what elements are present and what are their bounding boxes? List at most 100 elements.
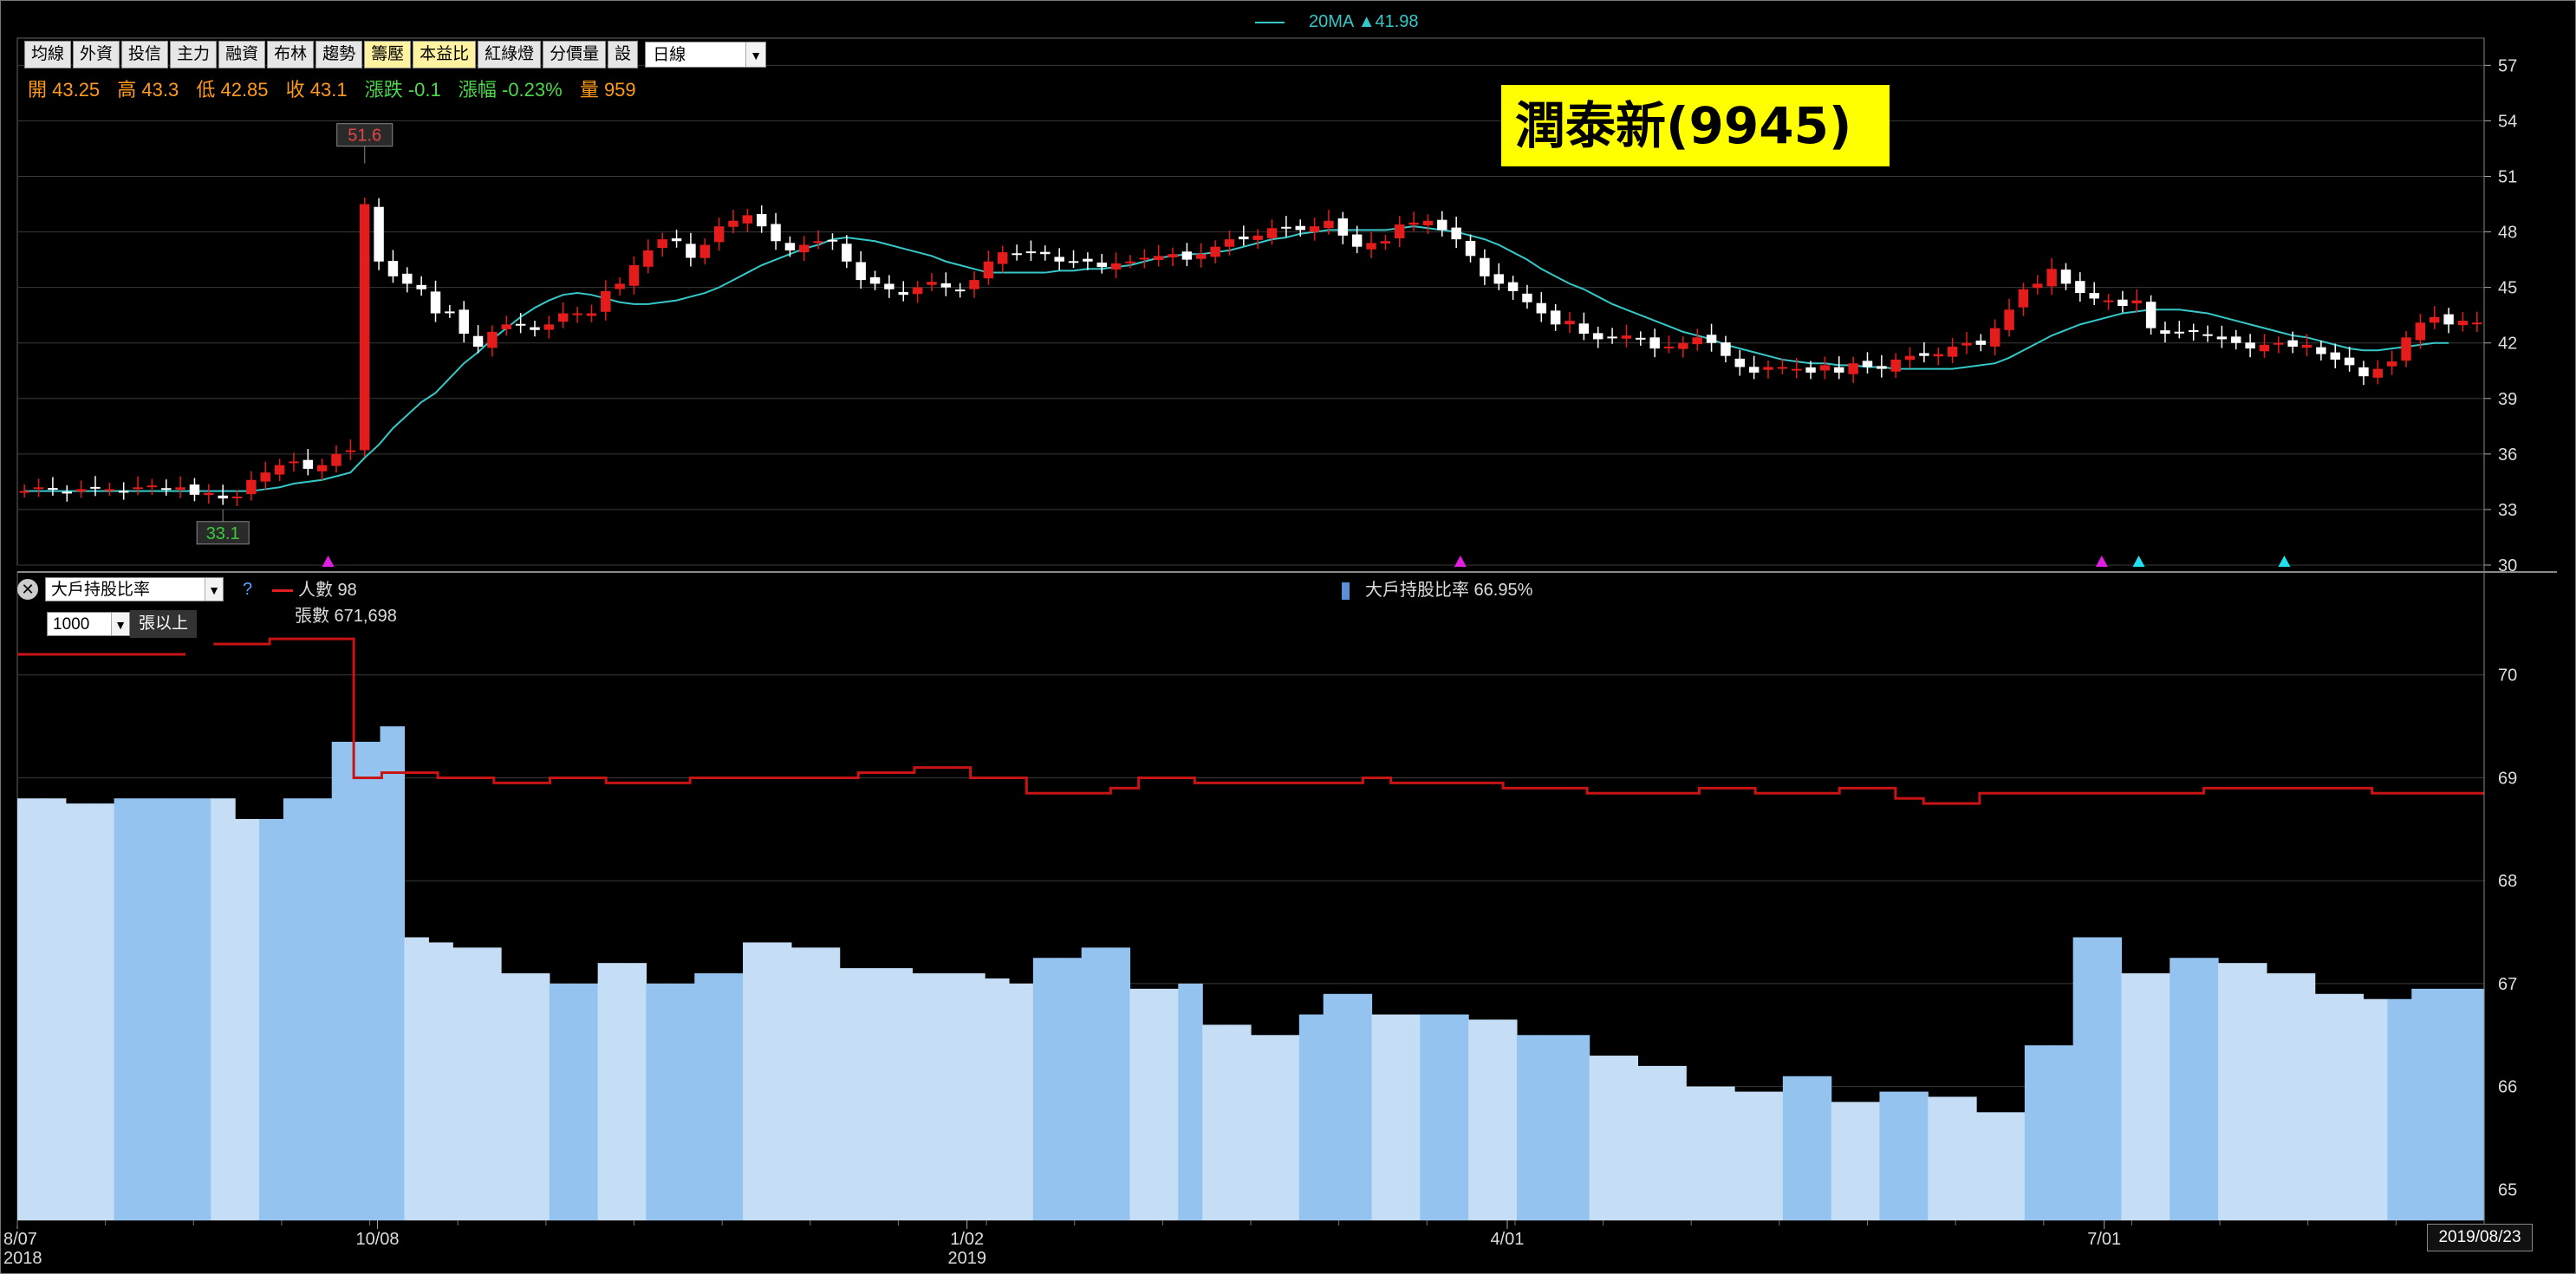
candle-body (1181, 251, 1193, 260)
price-tick-label: 51 (2498, 168, 2517, 187)
toolbar-button-9[interactable]: 紅綠燈 (478, 41, 542, 68)
threshold-controls: 1000 ▼ 張以上 (47, 610, 198, 638)
toolbar-button-5[interactable]: 布林 (267, 41, 315, 68)
ratio-bar (283, 798, 309, 1220)
toolbar-button-7[interactable]: 籌壓 (364, 41, 412, 68)
candle-body (1480, 257, 1490, 276)
candle-body (2216, 336, 2228, 340)
candle-body (345, 450, 356, 452)
candle-body (1507, 282, 1519, 291)
ratio-bar (694, 973, 719, 1220)
ratio-bar (2436, 988, 2461, 1220)
candle-body (387, 261, 399, 276)
toolbar-button-6[interactable]: 趨勢 (315, 41, 363, 68)
toolbar-button-10[interactable]: 分價量 (543, 41, 607, 68)
axes: 30 33 36 39 42 45 48 51 54 57 65 66 67 68 69 70 51.6 33.1… (3, 38, 2517, 1268)
toolbar-button-0[interactable]: 均線 (24, 41, 72, 68)
ratio-bar (2048, 1045, 2074, 1220)
ratio-bar (2314, 993, 2340, 1220)
open-value: 開 43.25 (28, 79, 101, 101)
candle-body (1536, 302, 1547, 314)
chevron-down-icon[interactable]: ▼ (111, 613, 129, 635)
ratio-bar (790, 947, 816, 1220)
candle-body (1933, 354, 1944, 357)
candle-body (1110, 263, 1122, 270)
period-select[interactable]: 日線 ▼ (645, 42, 767, 68)
help-icon[interactable]: ? (243, 579, 253, 599)
ratio-bar (1493, 1019, 1518, 1220)
ratio-bar (719, 973, 744, 1220)
ratio-bar (41, 798, 67, 1220)
x-tick-year: 2019 (947, 1249, 986, 1268)
toolbar-button-4[interactable]: 融資 (218, 41, 266, 68)
ratio-bar (1758, 1091, 1784, 1220)
ratio-bar (1178, 983, 1203, 1220)
candle-body (189, 484, 200, 495)
candle-body (586, 313, 597, 316)
ratio-bar (1662, 1065, 1687, 1220)
x-tick-label: 10/08 (355, 1230, 399, 1249)
candle-body (2131, 300, 2142, 304)
candle-body (501, 324, 512, 329)
ratio-bars (17, 726, 2485, 1220)
x-tick-label: 8/07 (3, 1230, 37, 1249)
ratio-bar (1226, 1024, 1252, 1220)
chevron-down-icon[interactable]: ▼ (205, 578, 223, 601)
ma-line (24, 225, 2449, 492)
candle-body (1012, 253, 1022, 256)
candle-body (1777, 367, 1788, 369)
candle-body (2174, 331, 2185, 334)
candle-body (2018, 289, 2029, 308)
candle-body (1989, 328, 2000, 347)
chevron-down-icon[interactable]: ▼ (745, 42, 766, 67)
candle-body (1451, 227, 1461, 240)
ratio-bar (1323, 993, 1349, 1220)
candle-body (1281, 226, 1291, 229)
candle-body (2117, 299, 2128, 306)
ratio-bar (1734, 1091, 1760, 1220)
candle-body (2443, 314, 2454, 325)
candle-body (1904, 355, 1916, 361)
ratio-bar (2145, 973, 2170, 1220)
candle-body (2075, 281, 2085, 294)
ratio-bar (960, 973, 986, 1220)
candle-body (2401, 337, 2411, 361)
grid-lines (16, 37, 2557, 1221)
ratio-legend: 大戶持股比率 66.95% (1342, 575, 1532, 601)
toolbar-button-3[interactable]: 主力 (170, 41, 218, 68)
candle-body (19, 491, 29, 493)
toolbar-button-2[interactable]: 投信 (121, 41, 169, 68)
close-icon[interactable]: ✕ (17, 579, 38, 600)
ratio-tick-label: 67 (2498, 975, 2517, 994)
candle-body (572, 313, 582, 315)
ohlc-readout: 開 43.25 高 43.3 低 42.85 收 43.1 漲跌 -0.1 漲幅… (28, 75, 648, 102)
toolbar-button-11[interactable]: 設 (608, 41, 639, 68)
threshold-select[interactable]: 1000 ▼ (47, 612, 130, 636)
toolbar-button-8[interactable]: 本益比 (413, 41, 477, 68)
ratio-legend-text: 大戶持股比率 66.95% (1365, 581, 1533, 600)
ratio-bar (501, 973, 526, 1220)
ratio-tick-label: 69 (2498, 769, 2517, 788)
change-value: 漲跌 -0.1 (364, 79, 441, 101)
candle-body (1040, 251, 1051, 255)
candle-body (331, 453, 342, 466)
candle-body (912, 287, 923, 295)
ratio-bar (2387, 998, 2412, 1220)
ratio-tick-label: 70 (2498, 666, 2517, 686)
indicator-select[interactable]: 大戶持股比率 ▼ (45, 577, 224, 601)
candle-body (1068, 261, 1079, 263)
candle-body (133, 487, 143, 490)
x-tick-label: 1/02 (950, 1230, 984, 1249)
candle-body (940, 283, 952, 288)
toolbar-button-1[interactable]: 外資 (73, 41, 120, 68)
ratio-bar (1637, 1065, 1662, 1220)
ratio-bar (1564, 1035, 1590, 1220)
candle-body (927, 282, 937, 285)
change-pct-value: 漲幅 -0.23% (458, 79, 563, 101)
signal-triangle (2132, 556, 2145, 567)
ratio-bar (1879, 1091, 1904, 1220)
candle-body (472, 335, 484, 347)
ratio-bar (1298, 1014, 1324, 1220)
candle-body (1196, 254, 1207, 259)
